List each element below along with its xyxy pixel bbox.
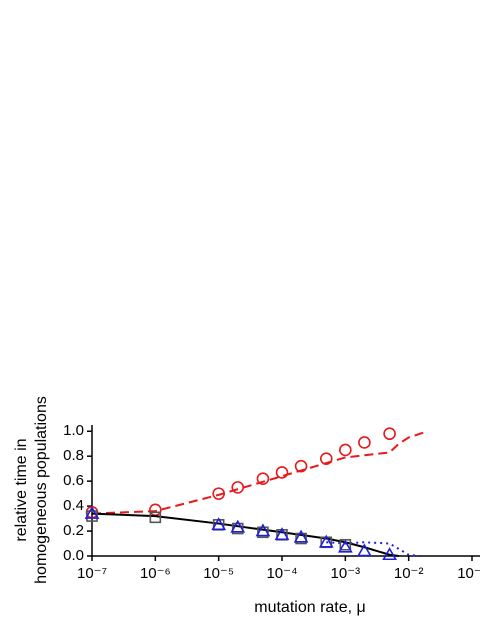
y-axis-label: relative time in bbox=[13, 438, 30, 541]
series-line bbox=[91, 430, 429, 515]
point bbox=[274, 527, 290, 541]
x-tick-label: 10⁻¹ bbox=[457, 565, 480, 582]
y-tick-label: 0.6 bbox=[63, 472, 84, 489]
y-tick-label: 1.0 bbox=[63, 422, 84, 439]
point bbox=[339, 443, 352, 457]
point bbox=[337, 539, 353, 553]
x-tick-label: 10⁻² bbox=[394, 565, 424, 582]
point bbox=[383, 427, 396, 441]
series-line bbox=[91, 512, 399, 557]
point bbox=[255, 523, 271, 537]
y-tick-label: 0.2 bbox=[63, 522, 84, 539]
point bbox=[211, 517, 227, 531]
x-tick-label: 10⁻³ bbox=[331, 565, 361, 582]
y-axis-label: homogeneous populations bbox=[33, 396, 50, 584]
point bbox=[149, 503, 162, 517]
x-tick-label: 10⁻⁶ bbox=[140, 565, 171, 582]
point bbox=[294, 459, 308, 473]
y-tick-label: 0.0 bbox=[63, 547, 84, 564]
point bbox=[231, 481, 245, 494]
point bbox=[318, 534, 334, 548]
point bbox=[357, 543, 372, 557]
point bbox=[382, 547, 397, 561]
point bbox=[319, 452, 333, 465]
point bbox=[230, 519, 246, 533]
x-tick-label: 10⁻⁵ bbox=[203, 565, 234, 582]
point bbox=[256, 472, 270, 485]
point bbox=[358, 436, 371, 449]
point bbox=[275, 466, 289, 479]
point bbox=[212, 487, 225, 500]
x-tick-label: 10⁻⁷ bbox=[77, 565, 107, 582]
x-axis-label: mutation rate, μ bbox=[254, 599, 366, 616]
point bbox=[149, 511, 162, 524]
x-tick-label: 10⁻⁴ bbox=[266, 565, 297, 582]
y-tick-label: 0.8 bbox=[63, 447, 84, 464]
point bbox=[84, 505, 100, 519]
y-tick-label: 0.4 bbox=[63, 497, 84, 514]
point bbox=[293, 529, 309, 543]
